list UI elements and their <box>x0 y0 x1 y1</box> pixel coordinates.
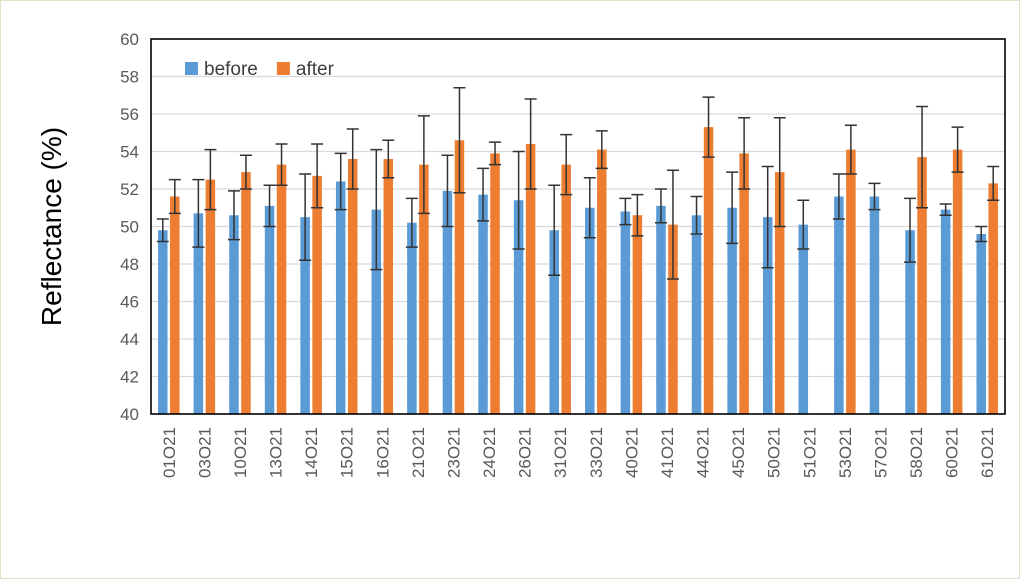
bar-before-53O21 <box>834 196 844 414</box>
bar-after-13O21 <box>276 164 287 414</box>
legend-swatch-before <box>185 62 198 75</box>
x-tick-label: 61O21 <box>978 427 997 478</box>
x-tick-label: 01O21 <box>160 427 179 478</box>
bar-before-40O21 <box>620 211 631 414</box>
x-tick-label: 41O21 <box>658 427 677 478</box>
bar-after-23O21 <box>454 140 465 414</box>
bar-before-03O21 <box>193 213 204 414</box>
gridlines <box>151 75 1005 378</box>
bar-before-13O21 <box>264 205 275 414</box>
bar-before-61O21 <box>976 234 986 414</box>
legend-swatch-after <box>276 62 290 75</box>
bar-after-31O21 <box>561 164 571 414</box>
bar-after-33O21 <box>597 149 607 414</box>
y-tick-label: 40 <box>120 405 139 424</box>
x-tick-label: 31O21 <box>551 427 570 478</box>
bar-after-44O21 <box>703 127 714 414</box>
x-tick-label: 33O21 <box>587 427 606 478</box>
x-axis-ticks: 01O21 03O21 10O21 13O21 14O21 15O21 16O21 21O21… <box>160 427 997 478</box>
bar-before-51O21 <box>798 224 809 414</box>
x-tick-label: 53O21 <box>836 427 855 478</box>
bar-after-60O21 <box>952 149 963 414</box>
x-tick-label: 23O21 <box>444 427 463 478</box>
bar-after-10O21 <box>241 172 251 414</box>
bar-after-61O21 <box>988 183 998 414</box>
x-tick-label: 51O21 <box>800 427 819 478</box>
legend-label-after: after <box>296 59 335 80</box>
x-tick-label: 44O21 <box>694 427 713 478</box>
bar-before-26O21 <box>513 200 524 414</box>
y-tick-label: 50 <box>120 218 139 237</box>
x-tick-label: 60O21 <box>943 427 962 478</box>
bar-before-33O21 <box>585 207 595 414</box>
bar-before-21O21 <box>407 222 417 414</box>
y-tick-label: 44 <box>120 330 139 349</box>
y-tick-label: 56 <box>120 105 139 124</box>
bar-after-21O21 <box>419 164 429 414</box>
y-tick-label: 46 <box>120 293 139 312</box>
bar-after-40O21 <box>632 215 643 414</box>
bar-after-01O21 <box>170 196 180 414</box>
y-tick-label: 58 <box>120 68 139 87</box>
bar-after-41O21 <box>668 224 678 414</box>
bars <box>158 127 998 414</box>
bar-before-31O21 <box>549 230 559 414</box>
error-bars <box>156 87 1000 280</box>
bar-before-58O21 <box>905 230 915 414</box>
bar-after-03O21 <box>205 179 216 414</box>
bar-before-57O21 <box>869 196 880 414</box>
bar-after-14O21 <box>312 175 322 414</box>
x-tick-label: 50O21 <box>765 427 784 478</box>
x-tick-label: 10O21 <box>231 427 250 478</box>
bar-after-50O21 <box>774 172 785 414</box>
bar-after-15O21 <box>347 159 358 414</box>
x-tick-label: 21O21 <box>409 427 428 478</box>
y-tick-label: 60 <box>120 30 139 49</box>
y-tick-label: 48 <box>120 255 139 274</box>
bar-before-10O21 <box>229 215 239 414</box>
x-tick-label: 13O21 <box>267 427 286 478</box>
y-tick-label: 52 <box>120 180 139 199</box>
x-tick-label: 03O21 <box>195 427 214 478</box>
y-axis-ticks: 40 42 44 46 48 50 52 54 56 58 60 <box>120 30 139 424</box>
bar-before-44O21 <box>691 215 702 414</box>
bar-before-60O21 <box>940 209 951 414</box>
bar-before-23O21 <box>442 190 453 414</box>
x-tick-label: 14O21 <box>302 427 321 478</box>
x-tick-label: 45O21 <box>729 427 748 478</box>
legend: before after <box>185 59 335 80</box>
legend-label-before: before <box>204 59 258 80</box>
bar-after-58O21 <box>917 157 927 414</box>
bar-before-16O21 <box>371 209 382 414</box>
bar-before-41O21 <box>656 205 666 414</box>
bar-after-26O21 <box>525 144 536 414</box>
y-axis-label: Reflectance (%) <box>36 127 67 326</box>
bar-after-53O21 <box>846 149 856 414</box>
bar-before-24O21 <box>478 194 488 414</box>
plot-area-border <box>150 38 1006 415</box>
x-tick-label: 57O21 <box>871 427 890 478</box>
bar-before-45O21 <box>727 207 737 414</box>
x-tick-label: 40O21 <box>622 427 641 478</box>
x-tick-label: 58O21 <box>907 427 926 478</box>
y-tick-label: 42 <box>120 368 139 387</box>
bar-before-01O21 <box>158 230 168 414</box>
x-tick-label: 26O21 <box>516 427 535 478</box>
bar-after-16O21 <box>383 159 394 414</box>
bar-before-15O21 <box>335 181 346 414</box>
bar-after-45O21 <box>739 153 749 414</box>
x-tick-label: 16O21 <box>373 427 392 478</box>
bar-before-50O21 <box>762 217 773 414</box>
y-tick-label: 54 <box>120 143 139 162</box>
bar-before-14O21 <box>300 217 310 414</box>
bar-after-24O21 <box>490 153 500 414</box>
x-tick-label: 24O21 <box>480 427 499 478</box>
x-tick-label: 15O21 <box>338 427 357 478</box>
